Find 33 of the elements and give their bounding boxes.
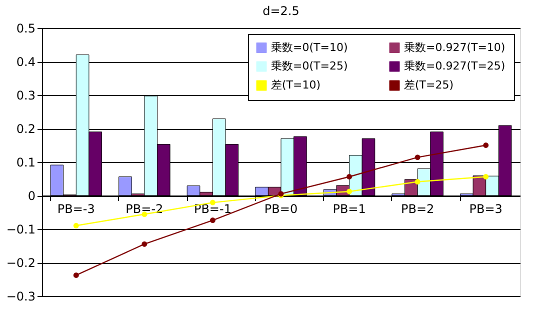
x-tick-label: PB=0 <box>264 202 298 216</box>
x-tick-label: PB=3 <box>469 202 502 216</box>
point <box>142 241 148 247</box>
y-tick-label: 0 <box>28 189 36 203</box>
x-tick-label: PB=-2 <box>126 202 164 216</box>
legend-label: 乗数=0(T=10) <box>271 40 348 54</box>
y-tick-label: 0.1 <box>16 156 36 170</box>
chart-title: d=2.5 <box>262 4 300 18</box>
point <box>210 218 216 224</box>
x-tick-label: PB=-1 <box>194 202 232 216</box>
legend-label: 差(T=10) <box>271 78 321 92</box>
point <box>73 222 79 228</box>
x-tick-label: PB=-3 <box>57 202 95 216</box>
x-tick-label: PB=2 <box>400 202 434 216</box>
legend-label: 乗数=0(T=25) <box>271 60 348 72</box>
point <box>346 174 352 180</box>
legend-label: 差(T=25) <box>404 78 454 92</box>
point <box>414 179 420 184</box>
x-tick-label: PB=1 <box>332 202 366 216</box>
legend-label: 乗数=0.927(T=25) <box>404 60 506 72</box>
legend-label: 乗数=0.927(T=10) <box>404 40 506 54</box>
point <box>346 188 352 194</box>
point <box>483 174 489 180</box>
point <box>73 272 79 278</box>
y-tick-label: −0.3 <box>6 290 36 304</box>
point <box>483 142 489 148</box>
point <box>414 154 420 160</box>
y-tick-label: 0.5 <box>16 22 36 36</box>
y-tick-label: 0.2 <box>16 122 36 136</box>
y-tick-label: 0.3 <box>16 88 36 102</box>
y-tick-label: −0.1 <box>6 222 36 236</box>
y-tick-label: −0.2 <box>6 256 36 270</box>
y-tick-label: 0.4 <box>16 55 36 69</box>
